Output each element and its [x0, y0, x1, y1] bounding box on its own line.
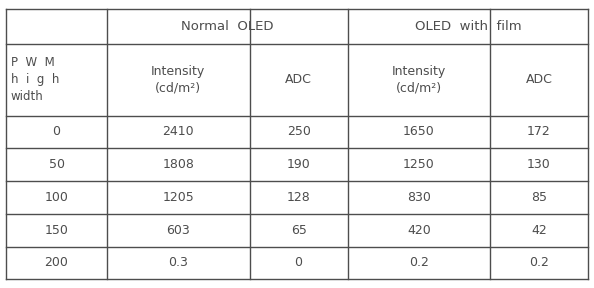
Text: 200: 200	[45, 257, 68, 270]
Text: 0: 0	[295, 257, 302, 270]
Text: 100: 100	[45, 191, 68, 204]
Text: 830: 830	[407, 191, 431, 204]
Text: Intensity
(cd/m²): Intensity (cd/m²)	[151, 65, 206, 95]
Text: 128: 128	[287, 191, 311, 204]
Text: 150: 150	[45, 224, 68, 237]
Text: 0.2: 0.2	[409, 257, 429, 270]
Text: 190: 190	[287, 158, 311, 171]
Text: 603: 603	[166, 224, 190, 237]
Text: 1205: 1205	[163, 191, 194, 204]
Text: 42: 42	[531, 224, 547, 237]
Text: 250: 250	[287, 126, 311, 139]
Text: ADC: ADC	[285, 73, 312, 86]
Text: P  W  M
h  i  g  h
width: P W M h i g h width	[11, 56, 59, 103]
Text: 0.3: 0.3	[169, 257, 188, 270]
Text: ADC: ADC	[526, 73, 552, 86]
Text: 85: 85	[531, 191, 547, 204]
Text: 1250: 1250	[403, 158, 435, 171]
Text: 0: 0	[52, 126, 61, 139]
Text: 1808: 1808	[162, 158, 194, 171]
Text: 130: 130	[527, 158, 551, 171]
Text: Normal  OLED: Normal OLED	[181, 20, 274, 33]
Text: 65: 65	[290, 224, 307, 237]
Text: 0.2: 0.2	[529, 257, 549, 270]
Text: 1650: 1650	[403, 126, 435, 139]
Text: 420: 420	[407, 224, 431, 237]
Text: 50: 50	[49, 158, 65, 171]
Text: OLED  with  film: OLED with film	[415, 20, 521, 33]
Text: Intensity
(cd/m²): Intensity (cd/m²)	[391, 65, 446, 95]
Text: 172: 172	[527, 126, 551, 139]
Text: 2410: 2410	[163, 126, 194, 139]
